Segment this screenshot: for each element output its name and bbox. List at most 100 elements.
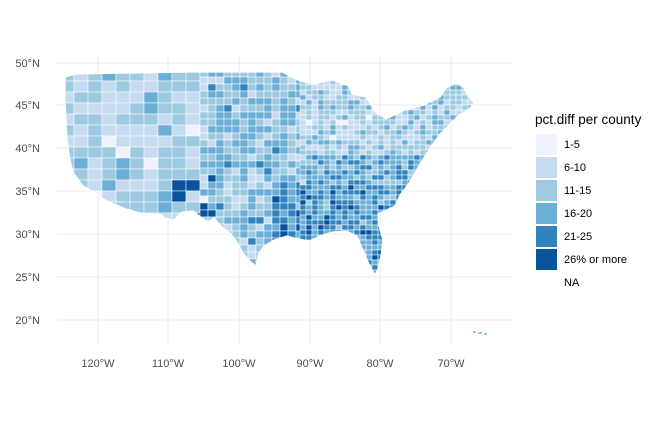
county-polygon [115, 135, 131, 148]
county-polygon [279, 265, 289, 274]
county-polygon [437, 149, 445, 156]
county-polygon [467, 219, 474, 226]
county-polygon [473, 219, 474, 226]
county-polygon [143, 113, 159, 126]
county-polygon [239, 167, 249, 176]
county-polygon [271, 104, 281, 113]
county-polygon [279, 97, 289, 106]
county-polygon [305, 144, 313, 151]
county-polygon [263, 230, 273, 239]
county-polygon [87, 135, 103, 148]
county-polygon [323, 159, 331, 166]
county-polygon [377, 89, 385, 96]
county-polygon [323, 269, 331, 275]
county-polygon [377, 139, 385, 146]
county-polygon [255, 223, 265, 232]
county-polygon [347, 189, 355, 196]
county-polygon [115, 157, 131, 170]
county-polygon [467, 84, 474, 91]
county-polygon [335, 199, 343, 206]
county-polygon [347, 119, 355, 126]
county-polygon [413, 214, 421, 221]
county-polygon [239, 230, 249, 239]
county-polygon [347, 184, 355, 191]
county-polygon [353, 139, 361, 146]
county-polygon [247, 160, 257, 169]
county-polygon [353, 104, 361, 111]
county-polygon [239, 125, 249, 134]
county-polygon [341, 94, 349, 101]
county-polygon [311, 264, 319, 271]
county-polygon [305, 89, 313, 96]
county-polygon [413, 234, 421, 241]
county-polygon [329, 134, 337, 141]
county-polygon [65, 212, 75, 225]
county-polygon [279, 244, 289, 253]
county-polygon [231, 181, 241, 190]
county-polygon [171, 113, 187, 126]
legend: pct.diff per county 1-5 6-10 11-15 16-20 21-… [535, 112, 660, 294]
county-polygon [287, 125, 297, 134]
county-polygon [395, 104, 403, 111]
county-polygon [101, 102, 117, 115]
county-polygon [383, 214, 391, 221]
county-polygon [467, 149, 474, 156]
county-polygon [377, 94, 385, 101]
county-polygon [115, 80, 131, 93]
county-polygon [341, 154, 349, 161]
county-polygon [437, 209, 445, 216]
county-polygon [365, 124, 373, 131]
county-polygon [365, 219, 373, 226]
county-polygon [215, 258, 225, 267]
county-polygon [383, 194, 391, 201]
county-polygon [101, 80, 117, 93]
county-polygon [323, 124, 331, 131]
county-polygon [413, 134, 421, 141]
county-polygon [287, 181, 297, 190]
county-polygon [317, 249, 325, 256]
county-polygon [305, 254, 313, 261]
county-polygon [231, 160, 241, 169]
county-polygon [157, 102, 173, 115]
county-polygon [223, 153, 233, 162]
county-polygon [443, 139, 451, 146]
county-polygon [377, 154, 385, 161]
county-polygon [143, 102, 159, 115]
county-polygon [401, 144, 409, 151]
county-polygon [467, 244, 474, 251]
county-polygon [207, 181, 217, 190]
county-polygon [199, 97, 209, 106]
county-polygon [247, 202, 257, 211]
county-polygon [407, 129, 415, 136]
county-polygon [473, 79, 474, 86]
county-polygon [73, 102, 89, 115]
county-polygon [467, 139, 474, 146]
county-polygon [279, 76, 289, 85]
county-polygon [383, 79, 391, 86]
county-polygon [299, 104, 307, 111]
county-polygon [419, 254, 427, 261]
county-polygon [329, 89, 337, 96]
county-polygon [419, 269, 427, 275]
county-polygon [239, 139, 249, 148]
county-polygon [323, 264, 331, 271]
county-polygon [101, 113, 117, 126]
county-polygon [87, 201, 103, 214]
county-polygon [305, 204, 313, 211]
county-polygon [347, 164, 355, 171]
county-polygon [199, 111, 209, 120]
county-polygon [317, 94, 325, 101]
county-polygon [371, 204, 379, 211]
county-polygon [443, 79, 451, 86]
county-polygon [299, 94, 307, 101]
county-polygon [371, 239, 379, 246]
county-polygon [335, 94, 343, 101]
county-polygon [323, 109, 331, 116]
county-polygon [129, 113, 145, 126]
county-polygon [383, 189, 391, 196]
county-polygon [271, 167, 281, 176]
county-polygon [215, 90, 225, 99]
county-polygon [455, 169, 463, 176]
county-polygon [473, 204, 474, 211]
county-polygon [279, 195, 289, 204]
